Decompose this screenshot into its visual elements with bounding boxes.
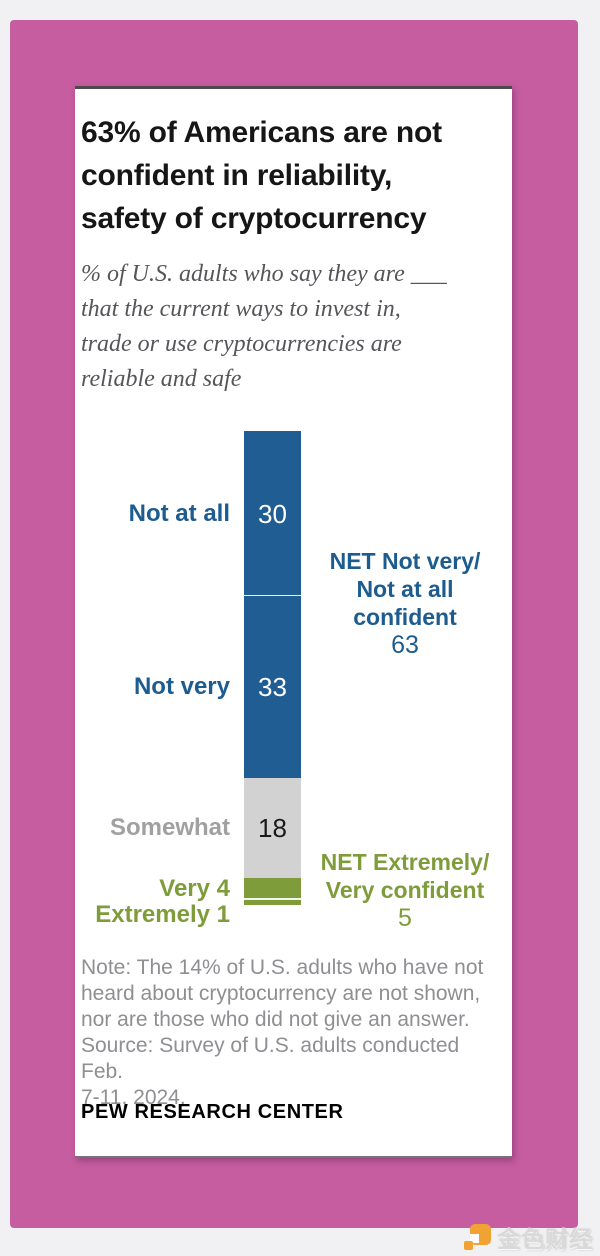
subtitle-line: trade or use cryptocurrencies are bbox=[81, 331, 402, 357]
title-line: 63% of Americans are not bbox=[81, 116, 442, 149]
note-line: nor are those who did not give an answer… bbox=[81, 1008, 470, 1031]
subtitle-line: reliable and safe bbox=[81, 366, 242, 392]
note-line: heard about cryptocurrency are not shown… bbox=[81, 982, 481, 1005]
bar-segment-very bbox=[244, 877, 301, 900]
watermark-text: 金色财经 bbox=[497, 1226, 593, 1252]
note-line: Source: Survey of U.S. adults conducted … bbox=[81, 1034, 460, 1083]
chart-title: 63% of Americans are not confident in re… bbox=[81, 111, 501, 240]
title-line: confident in reliability, bbox=[81, 159, 393, 192]
note-text: Note: The 14% of U.S. adults who have no… bbox=[81, 955, 507, 1111]
net-annotation-line: Not at all bbox=[356, 576, 454, 602]
category-label-extremely: Extremely 1 bbox=[95, 901, 230, 929]
jinse-finance-logo-icon bbox=[464, 1224, 491, 1250]
title-line: safety of cryptocurrency bbox=[81, 202, 427, 235]
pew-research-center-label: PEW RESEARCH CENTER bbox=[81, 1101, 344, 1123]
note-line: Note: The 14% of U.S. adults who have no… bbox=[81, 956, 484, 979]
bar-value-label: 18 bbox=[258, 812, 287, 843]
watermark: 金色财经 bbox=[464, 1223, 593, 1252]
category-label-not-very: Not very bbox=[133, 673, 230, 701]
net-annotation-line: NET Not very/ bbox=[329, 548, 481, 574]
net-annotation-line: Very confident bbox=[325, 877, 485, 903]
note-line: 7-11, 2024. bbox=[81, 1086, 186, 1109]
bar-segment-extremely bbox=[244, 899, 301, 906]
bar-segment-somewhat bbox=[244, 778, 301, 878]
subtitle-line: % of U.S. adults who say they are ___ bbox=[81, 261, 447, 287]
net-value: 5 bbox=[398, 904, 412, 932]
net-annotation-line: confident bbox=[353, 604, 457, 630]
subtitle-line: that the current ways to invest in, bbox=[81, 296, 401, 322]
bar-value-label: 30 bbox=[258, 498, 287, 529]
net-value: 63 bbox=[391, 631, 419, 659]
pink-backdrop: 63% of Americans are not confident in re… bbox=[10, 20, 578, 1228]
bar-segment-not-very bbox=[244, 596, 301, 779]
chart-subtitle: % of U.S. adults who say they are ___ th… bbox=[81, 257, 505, 397]
stacked-bar-chart: NET Not very/ Not at all confident 63 NE… bbox=[75, 89, 512, 1161]
net-not-confident-annotation: NET Not very/ Not at all confident 63 bbox=[300, 547, 510, 659]
bar-value-label: 33 bbox=[258, 672, 287, 703]
chart-card: 63% of Americans are not confident in re… bbox=[75, 86, 512, 1158]
bar-segment-not-at-all bbox=[244, 431, 301, 597]
category-label-very: Very 4 bbox=[159, 874, 230, 902]
net-annotation-line: NET Extremely/ bbox=[320, 849, 490, 875]
category-label-somewhat: Somewhat bbox=[109, 813, 230, 841]
net-confident-annotation: NET Extremely/ Very confident 5 bbox=[300, 848, 510, 932]
category-label-not-at-all: Not at all bbox=[128, 499, 230, 527]
